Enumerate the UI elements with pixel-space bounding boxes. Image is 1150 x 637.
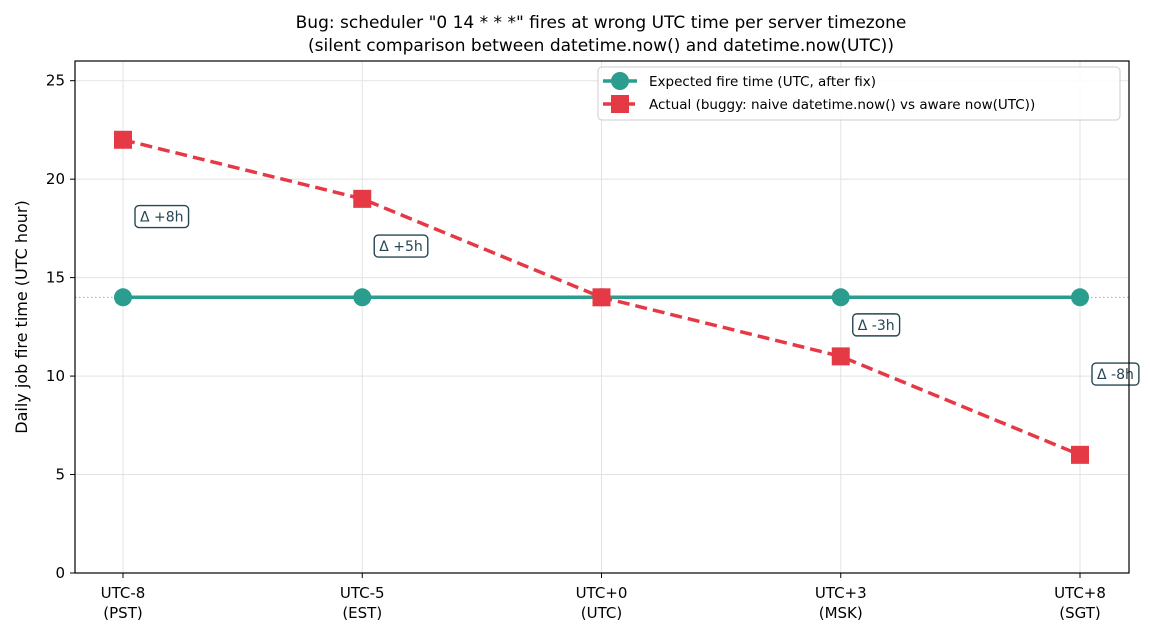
x-tick-label: UTC-5 [340,584,385,602]
y-tick-label: 25 [46,72,65,90]
y-tick-label: 10 [46,367,65,385]
x-tick-label: UTC+3 [815,584,867,602]
annotation-box [1091,362,1140,386]
axes: 0 5 10 15 20 25 UTC-8 (PST) UTC-5 (EST) UTC+0 (UTC)… [46,60,1130,622]
x-tick-sublabel: (SGT) [1059,604,1100,622]
data-point-expected [1071,288,1089,307]
legend-marker-actual [611,95,629,113]
legend-box [597,66,1121,121]
data-point-expected [114,288,132,307]
annotation-box [134,204,190,229]
data-point-actual [353,189,372,208]
data-point-expected [353,288,372,307]
delta-annotation: Δ -8h [1091,362,1140,386]
delta-annotation: Δ -3h [852,313,901,337]
annotation-label: Δ -8h [1097,367,1134,383]
chart-title: Bug: scheduler "0 14 * * *" fires at wro… [296,13,907,33]
data-point-actual [831,347,850,366]
x-tick-sublabel: (UTC) [581,604,622,622]
y-tick-label: 15 [46,269,65,287]
annotation-label: Δ -3h [858,318,895,334]
legend-marker-expected [611,72,629,90]
annotation-label: Δ +8h [140,210,184,226]
delta-annotation: Δ +5h [373,234,429,258]
annotation-box [373,234,429,258]
data-point-expected [831,288,850,307]
y-tick-label: 0 [55,564,65,582]
annotation-label: Δ +5h [379,239,423,255]
chart-subtitle: (silent comparison between datetime.now(… [308,36,894,56]
data-point-actual [114,130,132,149]
legend-label-expected: Expected fire time (UTC, after fix) [649,74,876,90]
legend: Expected fire time (UTC, after fix) Actua… [597,66,1121,121]
x-tick-sublabel: (EST) [342,604,382,622]
annotations-group: Δ +8h Δ +5h Δ -3h Δ -8h [134,204,1140,386]
x-tick-sublabel: (MSK) [819,604,863,622]
legend-label-actual: Actual (buggy: naive datetime.now() vs a… [649,97,1035,113]
series-group [114,130,1089,464]
data-point-actual [1071,445,1089,464]
y-tick-label: 20 [46,170,65,188]
grid [75,61,1129,574]
annotation-box [852,313,901,337]
x-tick-label: UTC+0 [576,584,628,602]
delta-annotation: Δ +8h [134,204,190,229]
x-tick-sublabel: (PST) [103,604,142,622]
x-tick-label: UTC-8 [101,584,146,602]
x-tick-label: UTC+8 [1054,584,1106,602]
y-tick-label: 5 [55,466,65,484]
data-point-actual [592,288,611,307]
y-axis-label: Daily job fire time (UTC hour) [12,200,31,433]
